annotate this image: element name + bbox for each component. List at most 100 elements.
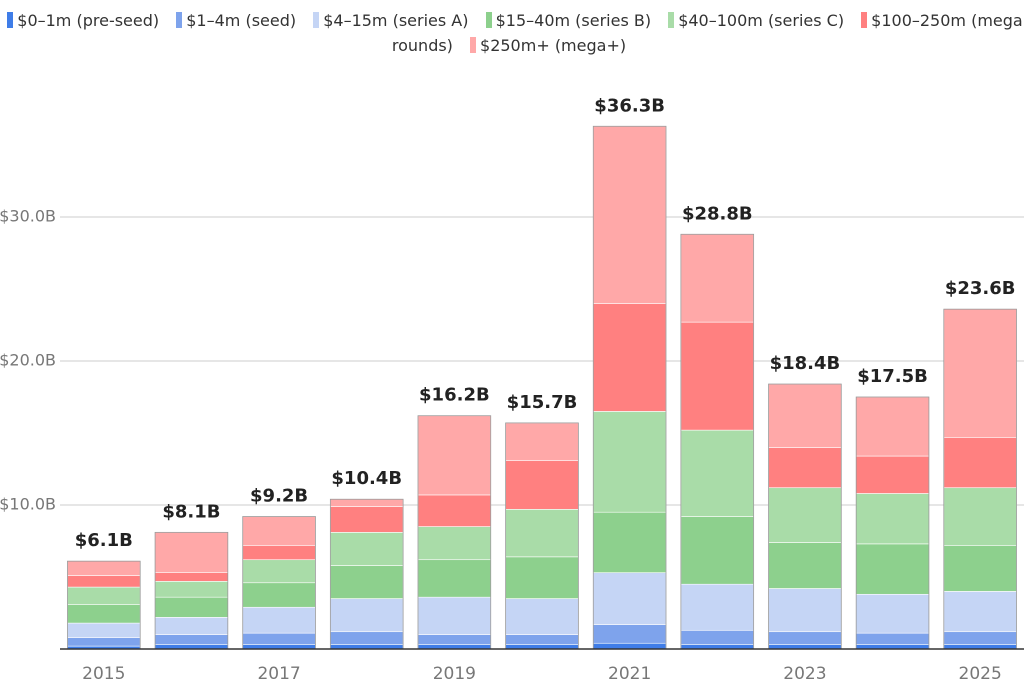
bar-segment: [505, 509, 579, 558]
bar-segment: [505, 634, 579, 645]
bar-segment: [943, 308, 1017, 438]
bar-segment: [592, 572, 667, 625]
bar-segment: [943, 487, 1017, 546]
legend-item: $0–1m (pre-seed): [7, 11, 159, 30]
bar-segment: [154, 596, 229, 618]
bar-segment: [67, 586, 141, 605]
total-label: $16.2B: [419, 385, 490, 406]
legend-item: $100–250m (mega rounds): [392, 11, 1023, 55]
bar-segment: [855, 493, 930, 545]
bar-segment: [505, 556, 579, 599]
legend-swatch: [485, 12, 492, 28]
bar-segment: [855, 632, 930, 645]
legend-swatch: [470, 37, 477, 53]
bar-segment: [505, 598, 579, 635]
bar-segment: [67, 604, 141, 624]
legend-item: $1–4m (seed): [176, 11, 296, 30]
legend-swatch: [176, 12, 183, 28]
bar-segment: [680, 429, 754, 517]
bar-segment: [330, 565, 404, 599]
bar-segment: [855, 396, 930, 457]
bar-segment: [242, 559, 316, 584]
bar-segment: [943, 437, 1017, 489]
bar-segment: [680, 516, 754, 585]
bar-segment: [943, 545, 1017, 592]
bar-segment: [154, 581, 229, 598]
total-label: $23.6B: [945, 278, 1016, 299]
legend-item: $15–40m (series B): [485, 11, 651, 30]
legend-label: $40–100m (series C): [678, 11, 845, 30]
legend-label: $250m+ (mega+): [480, 36, 627, 55]
bar-segment: [154, 634, 229, 645]
bar-segment: [154, 572, 229, 582]
bar-segment: [592, 411, 667, 513]
bar-segment: [417, 526, 492, 561]
bar-segment: [242, 582, 316, 608]
x-tick-label: 2015: [82, 664, 125, 684]
total-label: $15.7B: [507, 392, 578, 413]
bar-segment: [680, 629, 754, 645]
legend-swatch: [861, 12, 868, 28]
legend-label: $4–15m (series A): [323, 11, 469, 30]
bar-segment: [67, 637, 141, 647]
total-label: $28.8B: [682, 203, 753, 224]
total-label: $6.1B: [75, 530, 133, 551]
legend-swatch: [668, 12, 675, 28]
legend-swatch: [7, 12, 14, 28]
bar-segment: [417, 596, 492, 635]
total-label: $10.4B: [331, 468, 402, 489]
bar-segment: [330, 506, 404, 533]
bar-segment: [67, 622, 141, 638]
legend-item: $40–100m (series C): [668, 11, 844, 30]
bar-segment: [154, 532, 229, 573]
legend-label: $100–250m (mega rounds): [391, 11, 1023, 55]
bar-segment: [768, 588, 842, 633]
total-label: $8.1B: [162, 501, 220, 522]
x-tick-label: 2025: [959, 664, 1002, 684]
legend-label: $1–4m (seed): [186, 11, 297, 30]
y-tick-label: $20.0B: [0, 351, 56, 370]
legend-label: $0–1m (pre-seed): [17, 11, 160, 30]
bar-segment: [505, 460, 579, 510]
bar-segment: [768, 631, 842, 645]
bar-segment: [242, 516, 316, 546]
bar-segment: [592, 303, 667, 412]
y-tick-label: $30.0B: [0, 207, 56, 226]
x-tick-label: 2021: [608, 664, 651, 684]
bar-segment: [680, 233, 754, 323]
bar-segment: [154, 617, 229, 635]
bar-segment: [592, 511, 667, 573]
bar-segment: [330, 631, 404, 645]
bar-segment: [855, 543, 930, 595]
bar-segment: [242, 545, 316, 561]
bar-segment: [67, 560, 141, 576]
y-tick-label: $10.0B: [0, 495, 56, 514]
bar-segment: [768, 383, 842, 448]
bar-segment: [943, 591, 1017, 633]
bar-segment: [943, 631, 1017, 645]
bar-segment: [417, 415, 492, 496]
legend-item: $250m+ (mega+): [470, 36, 626, 55]
total-label: $17.5B: [857, 366, 928, 387]
bar-segment: [417, 494, 492, 527]
total-label: $36.3B: [594, 95, 665, 116]
legend-item: $4–15m (series A): [313, 11, 469, 30]
bar-segment: [505, 422, 579, 461]
bar-segment: [417, 559, 492, 598]
legend-swatch: [313, 12, 320, 28]
bar-segment: [768, 542, 842, 589]
total-label: $18.4B: [770, 353, 841, 374]
legend: $0–1m (pre-seed) $1–4m (seed) $4–15m (se…: [0, 8, 1024, 58]
x-tick-label: 2019: [433, 664, 476, 684]
bar-segment: [680, 321, 754, 431]
bar-segment: [768, 487, 842, 543]
bar-segment: [242, 632, 316, 645]
x-tick-label: 2017: [257, 664, 300, 684]
bar-segment: [680, 583, 754, 631]
bar-segment: [330, 498, 404, 507]
bar-segment: [67, 575, 141, 588]
bar-segment: [592, 125, 667, 304]
bar-segment: [242, 606, 316, 634]
